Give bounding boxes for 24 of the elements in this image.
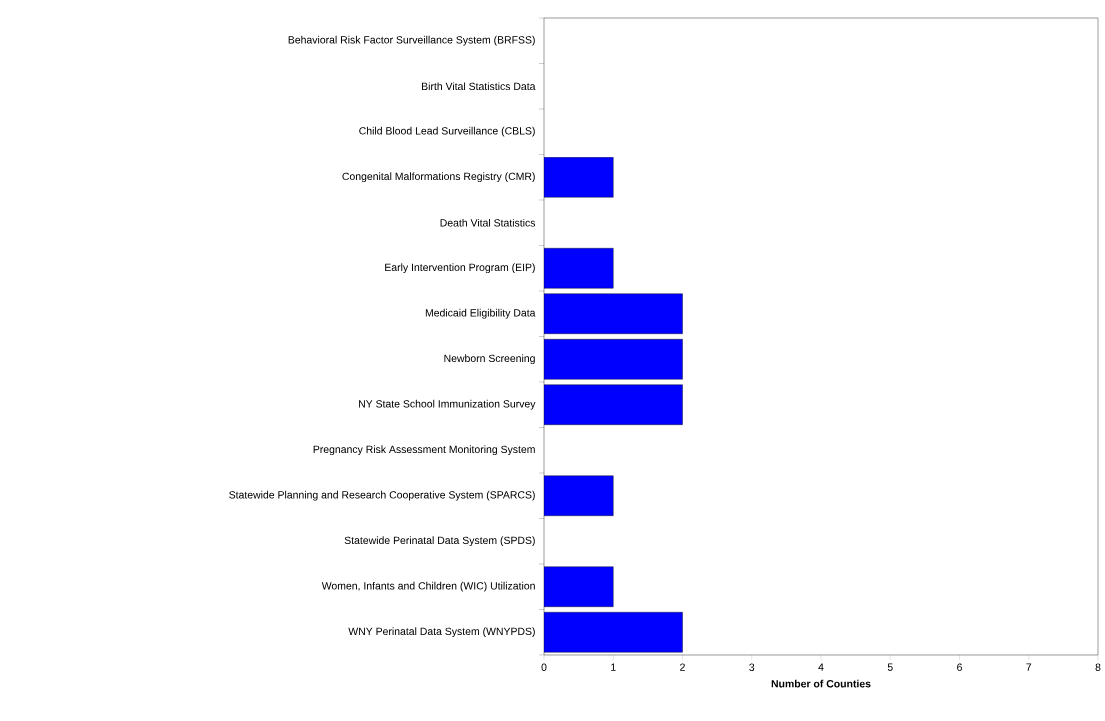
x-tick-label: 7 — [1026, 663, 1032, 671]
y-tick-label: Statewide Perinatal Data System (SPDS) — [344, 536, 535, 547]
x-axis-title: Number of Counties — [771, 679, 871, 688]
y-tick-label: Behavioral Risk Factor Surveillance System (BRFSS) — [288, 35, 535, 46]
y-tick-label: Early Intervention Program (EIP) — [385, 263, 535, 274]
y-tick-label: Birth Vital Statistics Data — [422, 82, 536, 91]
x-tick-label: 4 — [818, 663, 824, 671]
y-tick-label: Women, Infants and Children (WIC) Utilization — [321, 581, 535, 592]
x-tick-label: 3 — [749, 663, 755, 671]
y-tick-label: Congenital Malformations Registry (CMR) — [342, 172, 535, 183]
x-tick-label: 6 — [957, 663, 962, 671]
y-tick-label: Medicaid Eligibility Data — [425, 308, 536, 319]
y-tick-label: Death Vital Statistics — [440, 218, 536, 227]
x-tick-label: 8 — [1095, 663, 1101, 671]
x-tick-label: 1 — [611, 663, 616, 671]
y-tick-label: Pregnancy Risk Assessment Monitoring System — [313, 445, 535, 456]
y-tick-label: Statewide Planning and Research Cooperative System (SPARCS) — [229, 490, 535, 501]
x-tick-label: 2 — [680, 663, 685, 671]
y-tick-label: Child Blood Lead Surveillance (CBLS) — [359, 126, 535, 137]
y-tick-label: WNY Perinatal Data System (WNYPDS) — [348, 627, 535, 638]
x-tick-label: 0 — [541, 663, 547, 671]
y-tick-label: NY State School Immunization Survey — [359, 399, 536, 410]
y-tick-label: Newborn Screening — [444, 354, 535, 365]
x-tick-label: 5 — [887, 663, 893, 671]
